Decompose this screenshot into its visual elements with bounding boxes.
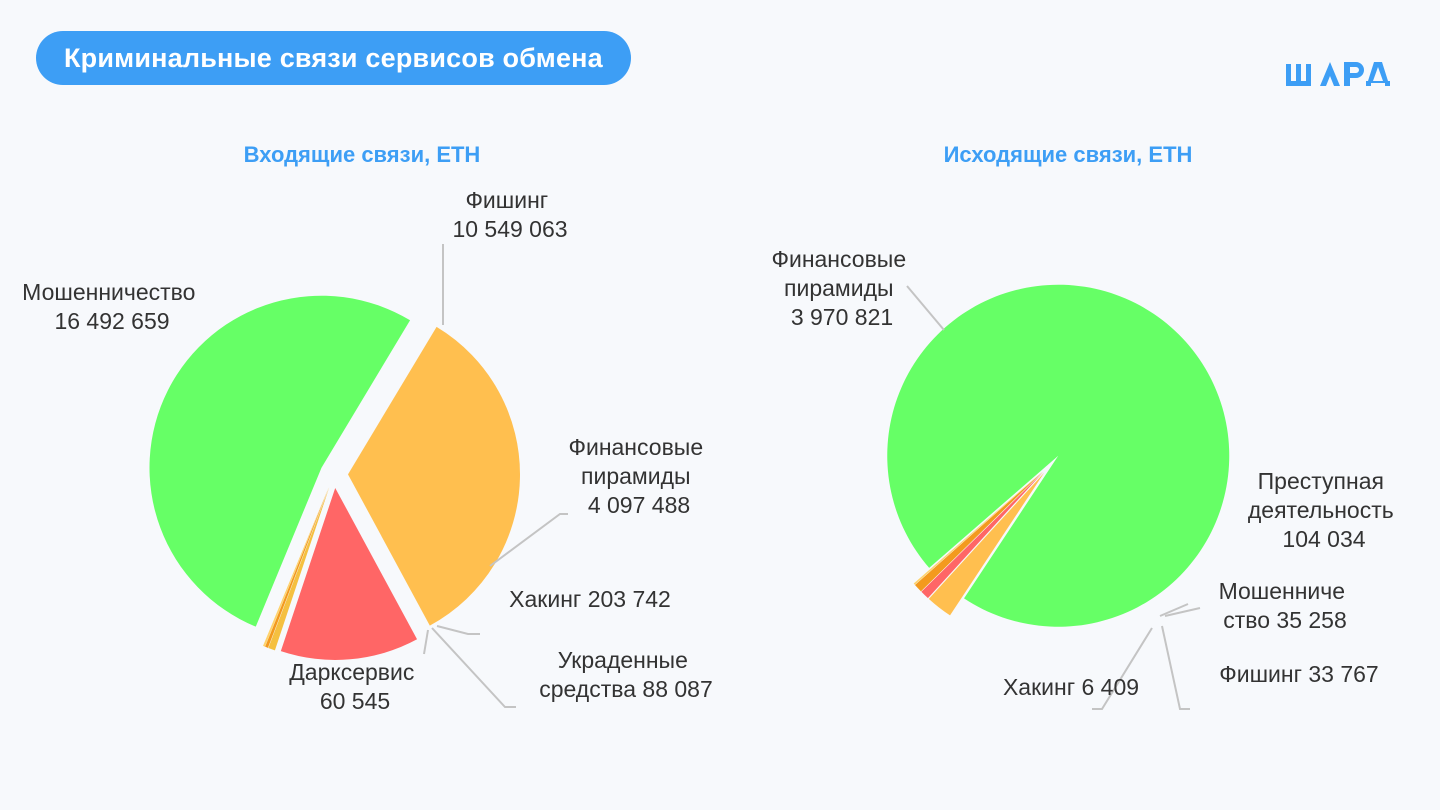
chart-incoming-title: Входящие связи, ETH — [244, 142, 481, 167]
leader-line-hacking-out — [1092, 627, 1153, 710]
label-phishing-in: Фишинг 10 549 063 — [452, 187, 567, 242]
leader-lines-incoming — [423, 244, 568, 708]
page-title: Криминальные связи сервисов обмена — [36, 31, 631, 85]
label-fraud-in: Мошенничество 16 492 659 — [22, 279, 202, 334]
label-pyramids-in: Финансовые пирамиды 4 097 488 — [568, 434, 709, 518]
leader-line-fraud-out — [1164, 607, 1201, 617]
label-crime-out: Преступная деятельность 104 034 — [1248, 468, 1400, 552]
chart-outgoing-title: Исходящие связи, ETH — [944, 142, 1193, 167]
leader-line-pyramids-in — [489, 513, 568, 567]
labels-outgoing: Финансовые пирамиды 3 970 821 Преступная… — [771, 246, 1400, 700]
leader-line-hacking-in — [436, 625, 480, 635]
pie-slice-out-4 — [913, 471, 1043, 585]
leader-line-stolen-in — [431, 627, 516, 708]
leader-line-pyramids-out — [906, 285, 945, 331]
pie-slice-out-2 — [921, 471, 1044, 599]
pie-slice-out-1 — [928, 472, 1045, 616]
label-darkservice-in: Дарксервис 60 545 — [289, 659, 421, 714]
leader-line-darkservice-in — [423, 629, 429, 655]
pie-slice-in-1 — [280, 487, 418, 660]
pie-slice-out-3 — [914, 471, 1043, 592]
chart-outgoing: Исходящие связи, ETH Финансовые пирамиды… — [771, 142, 1400, 710]
label-phishing-out: Фишинг 33 767 — [1219, 661, 1378, 687]
label-stolen-in: Украденные средства 88 087 — [539, 647, 713, 702]
pie-slice-in-2 — [268, 487, 330, 651]
leader-line-crime-out — [1159, 603, 1189, 617]
leader-line-phishing-out — [1161, 625, 1190, 710]
shard-logo — [1286, 62, 1390, 86]
pie-slice-in-0 — [347, 326, 520, 626]
leader-lines-outgoing — [906, 285, 1201, 710]
label-hacking-out: Хакинг 6 409 — [1003, 674, 1139, 700]
labels-incoming: Фишинг 10 549 063 Мошенничество 16 492 6… — [22, 187, 713, 714]
label-pyramids-out: Финансовые пирамиды 3 970 821 — [771, 246, 912, 330]
pie-slice-in-3 — [265, 487, 329, 648]
label-fraud-out: Мошенниче ство 35 258 — [1219, 578, 1352, 633]
chart-incoming: Входящие связи, ETH Фишинг 10 549 063 Мо… — [22, 142, 713, 714]
chart-outgoing-slices — [887, 284, 1230, 627]
pie-slice-in-4 — [263, 486, 329, 647]
chart-incoming-slices — [149, 295, 520, 660]
pie-slice-in-5 — [149, 295, 411, 627]
pie-slice-out-0 — [887, 284, 1230, 627]
label-hacking-in: Хакинг 203 742 — [509, 586, 671, 612]
